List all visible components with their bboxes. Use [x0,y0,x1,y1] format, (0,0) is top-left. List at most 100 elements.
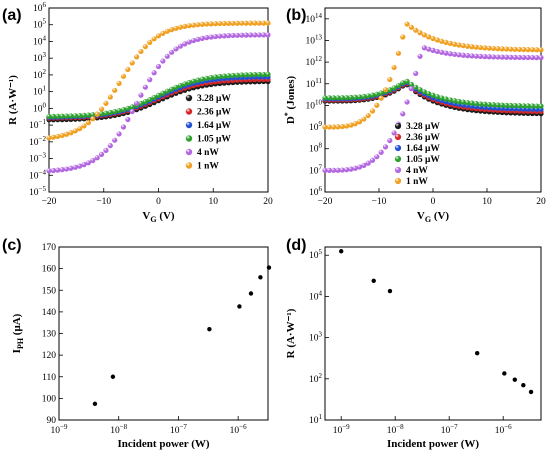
panel-a-data-point [147,97,153,103]
panel-b-data-point [335,124,341,130]
panel-b-data-point [365,112,371,119]
panel-b-data-point [495,54,501,60]
panel-a-data-point [59,113,65,119]
panel-c-x-tick-label: 10−6 [230,423,247,436]
panel-b-legend-marker [394,177,402,185]
panel-a-data-point [182,23,188,29]
panel-b-data-point [516,54,523,61]
panel-d-x-axis-label: Incident power (W) [387,438,479,450]
panel-a-y-tick-label: 10−3 [29,152,46,165]
panel-d-series [339,249,534,395]
panel-b-data-point [534,103,540,109]
panel-b-tag: (b) [286,7,306,24]
panel-a-tag: (a) [2,7,22,24]
panel-c-x-axis-label: Incident power (W) [117,438,209,450]
panel-b-data-point [521,54,527,61]
panel-b-data-point [452,41,458,47]
panel-d-data-point [371,278,376,283]
panel-b-data-point [400,34,406,40]
panel-a-data-point [151,70,157,76]
panel-a-data-point [234,20,240,26]
panel-a-data-point [59,132,65,139]
panel-d-x-tick-label: 10−9 [333,423,350,436]
panel-d-data-point [528,389,534,395]
panel-c-x-tick-label: 10−7 [170,423,187,436]
panel-a-data-point [120,106,127,113]
panel-b-data-point [404,99,410,105]
panel-a-y-tick-label: 100 [33,101,47,114]
panel-a-data-point [94,111,100,117]
panel-a-data-point [265,32,271,38]
panel-a-data-point [85,160,92,166]
panel-a-data-point [50,134,56,140]
panel-a-data-point [90,116,96,122]
panel-c-chart: 10−9 10−8 10−7 10−6 90 100 110 120 130 140 150 160 1… [11,243,272,450]
panel-b-data-point [499,46,505,52]
panel-d-y-tick-label: 103 [309,331,323,344]
panel-a-data-point [103,147,109,153]
panel-a-data-point [199,21,205,27]
panel-a-data-point [169,49,175,55]
panel-b-data-point [521,103,527,109]
panel-b-data-point [369,157,376,163]
panel-a-data-point [134,100,140,106]
panel-a-data-point [63,113,70,119]
panel-b-data-point [473,53,479,59]
panel-a-data-point [103,100,109,106]
panel-b-data-point [486,54,492,60]
panel-a-data-point [208,34,214,40]
panel-a-data-point [125,105,131,111]
panel-b-y-tick-label: 108 [309,142,323,155]
panel-a-data-point [77,112,83,119]
panel-b-data-point [439,38,445,44]
panel-a-data-point [155,92,162,98]
panel-a-data-point [212,33,219,40]
panel-a-y-tick-label: 101 [33,85,47,98]
panel-c-y-tick-label: 170 [42,243,57,253]
panel-b-data-point [508,102,514,109]
panel-b-data-point [495,46,501,52]
panel-b-data-point [529,103,535,109]
panel-b-data-point [400,111,406,117]
panel-b-data-point [469,44,475,50]
panel-a-data-point [120,73,127,79]
panel-b-data-point [512,103,518,109]
panel-c-y-tick-label: 130 [42,330,57,340]
panel-a-data-point [195,77,201,83]
panel-a-data-point [129,104,135,110]
panel-b-legend-marker [394,133,402,141]
panel-a-data-point [239,72,245,78]
panel-a-data-point [230,32,236,39]
panel-d-plot-frame [324,246,542,421]
panel-b-data-point [473,100,479,107]
panel-b-data-point [529,47,535,53]
panel-b-data-point [482,45,488,51]
panel-a-data-point [243,20,249,26]
panel-b-data-point [490,45,497,52]
panel-b-data-point [521,46,527,53]
panel-a-data-point [59,167,65,173]
panel-d-data-point [339,249,344,254]
panel-b-data-point [538,47,544,53]
panel-a-data-point [169,86,175,92]
panel-d-data-point [512,377,518,382]
panel-d-data-point [521,382,526,388]
panel-b-data-point [443,39,449,46]
panel-a-data-point [151,36,157,42]
panel-b-data-point [408,86,414,92]
panel-b-y-tick-label: 1011 [306,77,323,90]
panel-a-data-point [98,151,105,157]
panel-b-data-point [430,35,436,42]
panel-a-data-point [225,20,232,26]
panel-a-data-point [261,20,267,26]
panel-a-data-point [68,165,74,171]
panel-b-data-point [512,54,518,60]
panel-a-data-point [107,94,113,100]
panel-b-data-point [469,100,475,106]
panel-a-data-point [46,135,52,141]
panel-a-data-point [134,54,140,60]
panel-b-data-point [356,94,363,100]
panel-b-y-tick-label: 1013 [306,33,323,46]
panel-a-data-point [55,167,61,173]
panel-a-data-point [164,53,170,59]
